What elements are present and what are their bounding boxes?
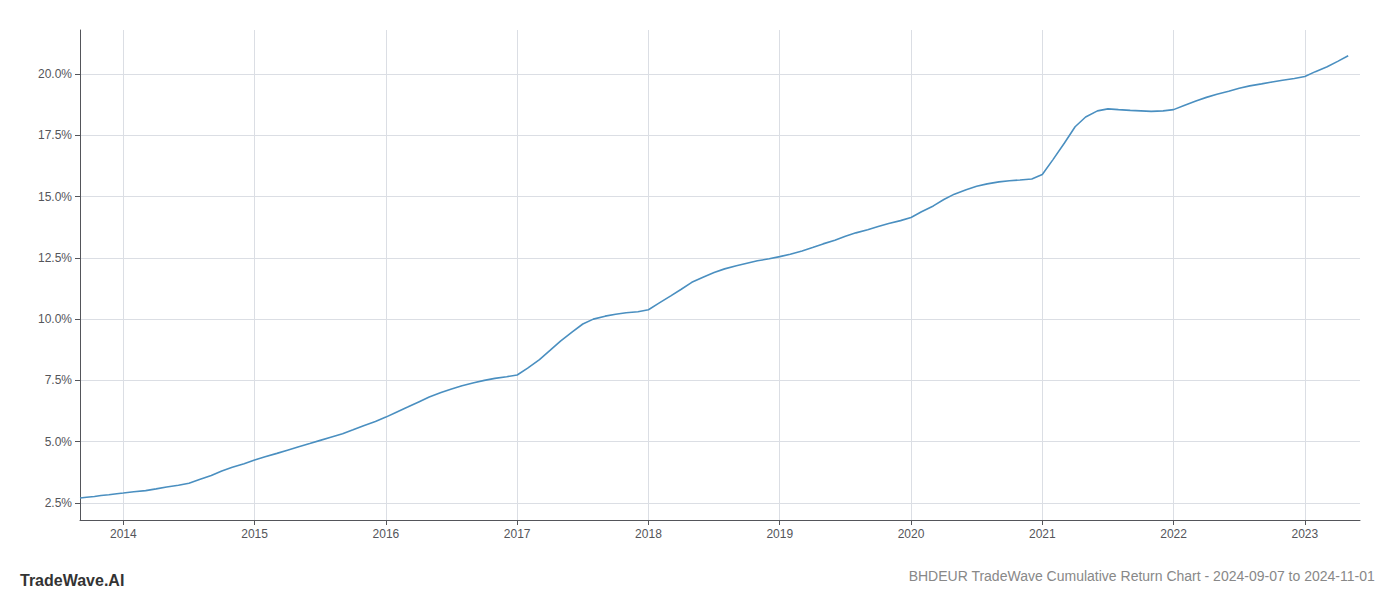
svg-text:BHDEUR TradeWave Cumulative Re: BHDEUR TradeWave Cumulative Return Chart… (909, 568, 1375, 584)
svg-text:7.5%: 7.5% (45, 373, 73, 387)
svg-text:10.0%: 10.0% (38, 312, 72, 326)
svg-text:5.0%: 5.0% (45, 435, 73, 449)
svg-text:2.5%: 2.5% (45, 496, 73, 510)
svg-text:20.0%: 20.0% (38, 67, 72, 81)
svg-text:2018: 2018 (635, 527, 662, 541)
svg-text:2021: 2021 (1029, 527, 1056, 541)
svg-text:2019: 2019 (766, 527, 793, 541)
svg-text:15.0%: 15.0% (38, 190, 72, 204)
svg-text:TradeWave.AI: TradeWave.AI (20, 572, 124, 589)
svg-text:2016: 2016 (373, 527, 400, 541)
svg-text:12.5%: 12.5% (38, 251, 72, 265)
svg-text:17.5%: 17.5% (38, 128, 72, 142)
svg-text:2020: 2020 (898, 527, 925, 541)
svg-text:2017: 2017 (504, 527, 531, 541)
svg-text:2022: 2022 (1160, 527, 1187, 541)
svg-text:2015: 2015 (241, 527, 268, 541)
svg-text:2014: 2014 (110, 527, 137, 541)
svg-text:2023: 2023 (1292, 527, 1319, 541)
